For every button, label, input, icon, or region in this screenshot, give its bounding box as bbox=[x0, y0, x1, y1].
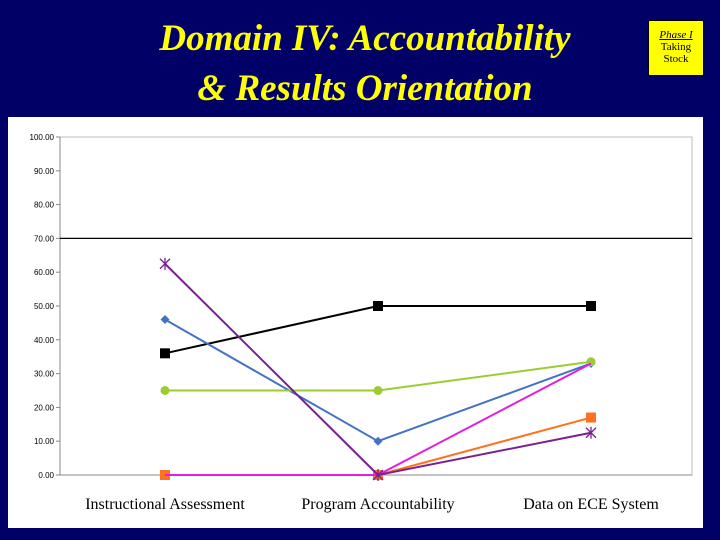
y-tick-label: 30.00 bbox=[34, 370, 55, 379]
title-line-2: & Results Orientation bbox=[197, 68, 533, 109]
phase-badge-line-3: Stock bbox=[663, 53, 689, 65]
y-tick-label: 100.00 bbox=[30, 133, 55, 142]
y-tick-label: 10.00 bbox=[34, 437, 55, 446]
y-tick-label: 70.00 bbox=[34, 234, 55, 243]
y-tick-label: 0.00 bbox=[38, 471, 54, 480]
phase-badge-line-1: Phase I bbox=[659, 29, 693, 41]
data-point bbox=[373, 386, 383, 395]
x-category-label: Instructional Assessment bbox=[85, 496, 245, 513]
y-tick-label: 80.00 bbox=[34, 201, 55, 210]
title-line-1: Domain IV: Accountability bbox=[159, 18, 571, 59]
data-point bbox=[372, 469, 384, 481]
y-tick-label: 60.00 bbox=[34, 268, 55, 277]
data-point bbox=[586, 412, 596, 423]
data-point bbox=[160, 386, 170, 395]
phase-badge-line-2: Taking bbox=[660, 41, 692, 53]
chart-panel: 0.00 10.00 20.00 30.00 40.00 50.00 60.00 70.00 8… bbox=[8, 117, 703, 528]
x-category-label: Data on ECE System bbox=[523, 496, 659, 513]
series-line bbox=[164, 318, 592, 443]
data-point bbox=[159, 257, 171, 270]
line-chart: 0.00 10.00 20.00 30.00 40.00 50.00 60.00 70.00 8… bbox=[30, 133, 693, 513]
data-point bbox=[373, 436, 383, 446]
y-tick-label: 20.00 bbox=[34, 403, 55, 412]
phase-badge: Phase I Taking Stock bbox=[648, 20, 704, 76]
data-point bbox=[585, 426, 597, 439]
x-category-label: Program Accountability bbox=[301, 496, 454, 513]
data-point bbox=[586, 301, 596, 311]
data-point bbox=[160, 315, 170, 325]
y-tick-label: 50.00 bbox=[34, 302, 55, 311]
y-tick-label: 40.00 bbox=[34, 336, 55, 345]
y-tick-label: 90.00 bbox=[34, 167, 55, 176]
data-point bbox=[160, 348, 170, 359]
series-line bbox=[165, 362, 592, 476]
slide-title: Domain IV: Accountability & Results Orie… bbox=[110, 14, 620, 114]
data-point bbox=[373, 301, 383, 311]
series-line bbox=[164, 305, 591, 355]
